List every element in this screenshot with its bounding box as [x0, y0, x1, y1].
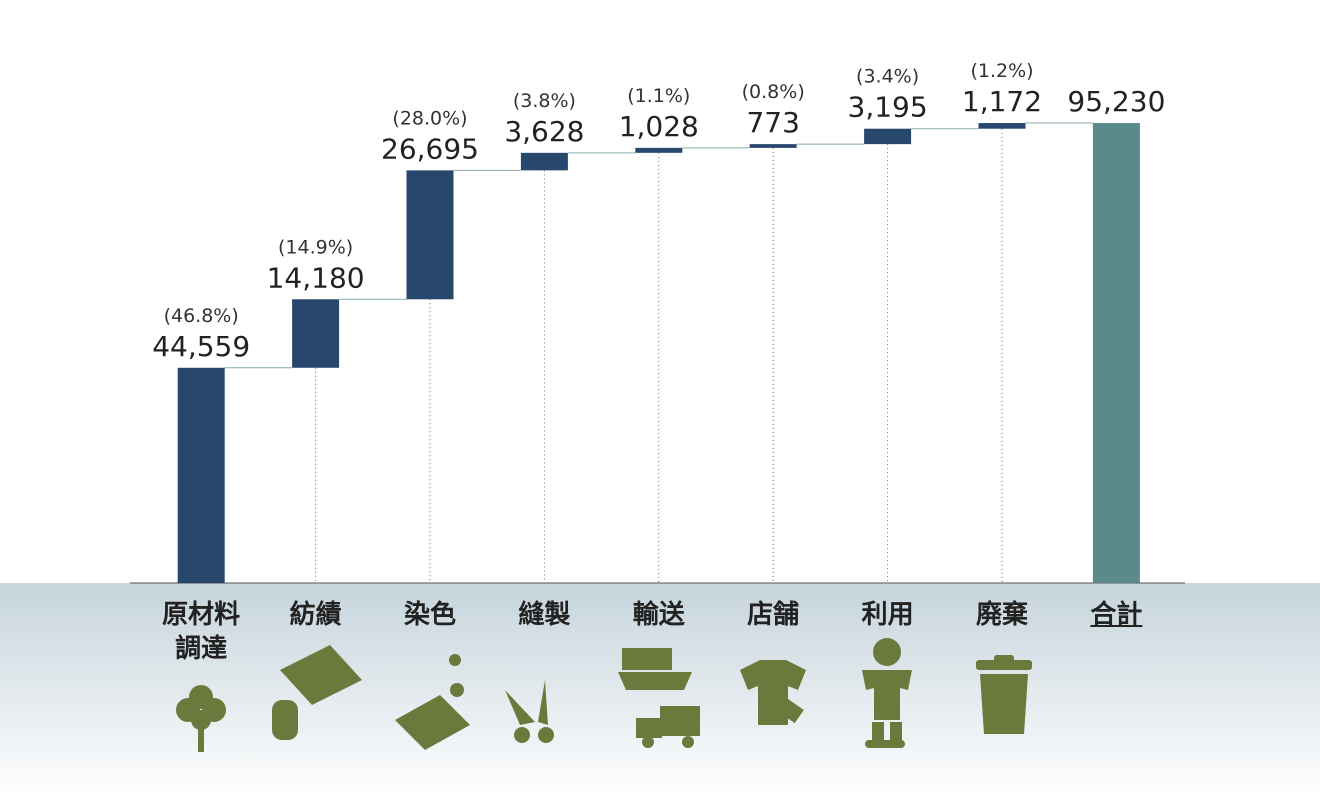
category-label: 店舗 [747, 600, 800, 630]
share-label: (3.4%) [856, 66, 919, 88]
transport-icon [618, 648, 700, 748]
share-label: (14.9%) [278, 236, 353, 258]
value-label: 26,695 [381, 132, 479, 165]
category-label: 合計 [1090, 600, 1143, 630]
scissors-icon [505, 680, 554, 743]
fabric-icon [272, 645, 362, 740]
share-label: (28.0%) [392, 107, 467, 129]
bar [520, 152, 568, 171]
value-label: 95,230 [1067, 85, 1165, 118]
icons [176, 638, 1032, 752]
category-label: 紡績 [289, 600, 342, 630]
share-label: (0.8%) [742, 81, 805, 103]
shop-icon [740, 660, 806, 725]
value-label: 1,172 [962, 85, 1042, 118]
share-label: (3.8%) [513, 90, 576, 112]
bar [864, 128, 912, 145]
bar [177, 367, 225, 583]
category-label: 輸送 [632, 600, 685, 630]
use-icon [862, 638, 912, 748]
value-label: 1,028 [619, 110, 699, 143]
value-label: 3,195 [848, 91, 928, 124]
category-label: 原材料調達 [162, 600, 241, 664]
value-label: 44,559 [152, 330, 250, 363]
category-label: 染色 [403, 600, 456, 630]
cotton-icon [176, 685, 226, 752]
share-label: (1.2%) [970, 60, 1033, 82]
share-label: (46.8%) [164, 305, 239, 327]
value-label: 3,628 [504, 115, 584, 148]
footer-band [0, 583, 1320, 800]
dye-icon [395, 654, 470, 750]
bar [978, 123, 1026, 129]
bar [1092, 123, 1140, 584]
value-label: 14,180 [267, 261, 365, 294]
category-label: 利用 [861, 600, 914, 630]
bar [406, 170, 454, 300]
share-label: (1.1%) [627, 85, 690, 107]
bar [749, 144, 797, 148]
category-label: 廃棄 [975, 600, 1028, 630]
trash-icon [976, 655, 1032, 734]
bar [635, 147, 683, 153]
category-label: 縫製 [518, 600, 571, 630]
bar [292, 299, 340, 368]
value-label: 773 [746, 106, 799, 139]
